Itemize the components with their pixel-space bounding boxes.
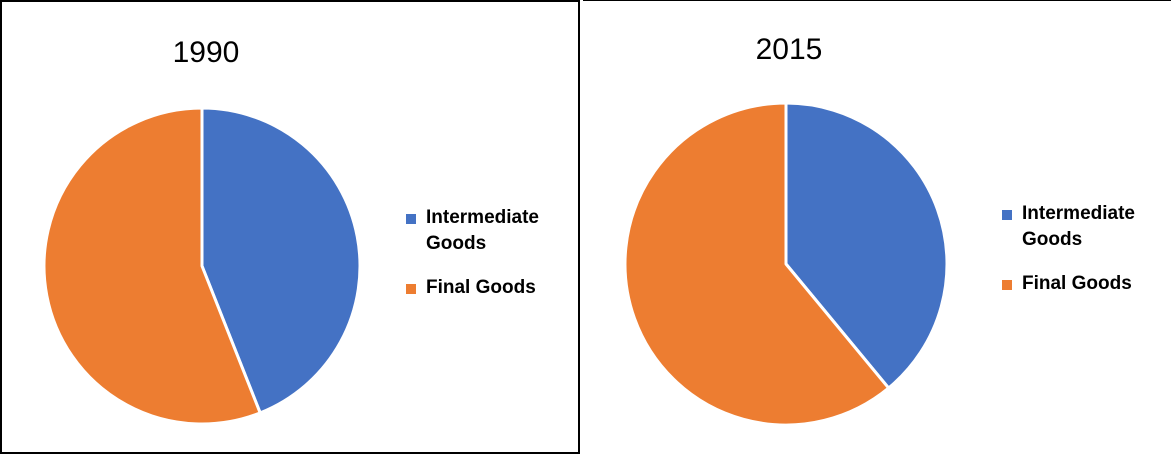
legend-item-final-goods: Final Goods [1002,271,1171,297]
chart-panel-2015: 2015 Intermediate Goods Final Goods [583,0,1171,454]
pie-slice-intermediate-goods [784,101,949,390]
legend-label-intermediate-goods: Intermediate Goods [426,207,539,254]
pie-slice-final-goods [623,101,891,427]
chart-title-1990: 1990 [172,36,240,69]
legend-swatch-intermediate-goods [1002,210,1012,220]
pie-slice-intermediate-goods [200,106,362,415]
legend-swatch-final-goods [1002,280,1012,290]
chart-title-2015: 2015 [755,33,823,66]
legend-label-final-goods: Final Goods [426,277,536,298]
legend-2015: Intermediate Goods Final Goods [1002,201,1171,315]
pie-chart-1990 [42,106,362,426]
pie-slice-final-goods [42,106,262,426]
legend-item-intermediate-goods: Intermediate Goods [1002,201,1171,253]
chart-panel-1990: 1990 Intermediate Goods Final Goods [0,0,580,454]
legend-swatch-final-goods [406,284,416,294]
legend-item-final-goods: Final Goods [406,275,576,301]
legend-1990: Intermediate Goods Final Goods [406,205,576,319]
legend-swatch-intermediate-goods [406,214,416,224]
legend-label-final-goods: Final Goods [1022,273,1132,294]
legend-item-intermediate-goods: Intermediate Goods [406,205,576,257]
legend-label-intermediate-goods: Intermediate Goods [1022,203,1135,250]
pie-chart-2015 [623,101,949,427]
